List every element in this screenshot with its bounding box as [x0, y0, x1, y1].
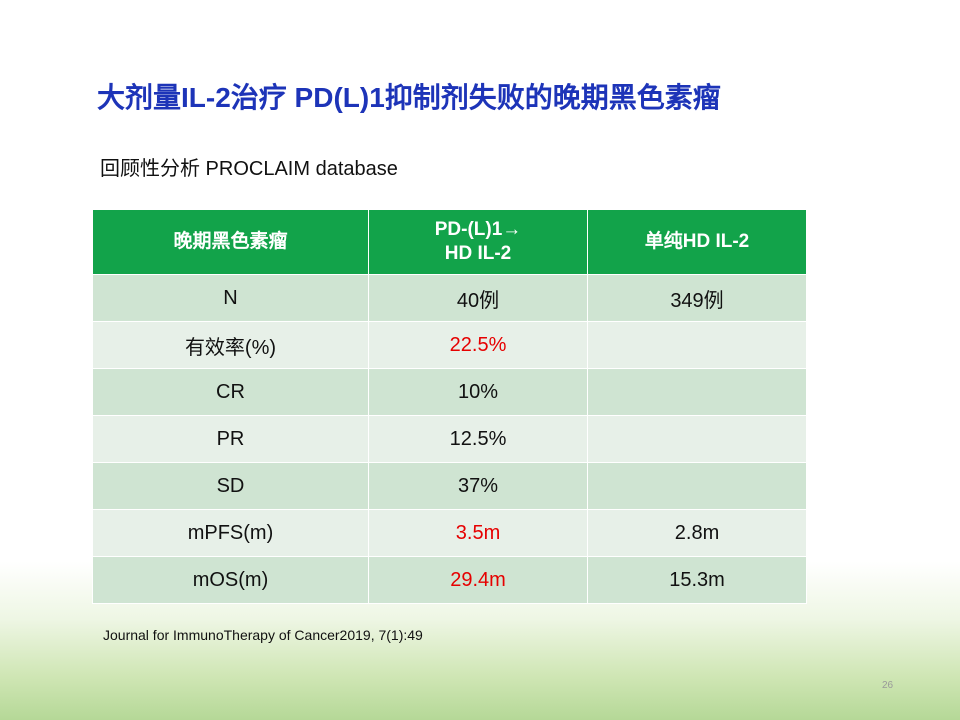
table-cell: 2.8m: [587, 509, 807, 557]
table-cell: 349例: [587, 274, 807, 322]
table-row: mOS(m) 29.4m 15.3m: [92, 556, 807, 604]
table-cell: PR: [92, 415, 369, 463]
table-cell: N: [92, 274, 369, 322]
table-cell: 15.3m: [587, 556, 807, 604]
header-cell: PD-(L)1→ HD IL-2: [368, 209, 588, 275]
table-row: mPFS(m) 3.5m 2.8m: [92, 509, 807, 557]
table-cell: mPFS(m): [92, 509, 369, 557]
table-cell: [587, 321, 807, 369]
header-cell: 晚期黑色素瘤: [92, 209, 369, 275]
table-cell: 37%: [368, 462, 588, 510]
table-cell: 22.5%: [368, 321, 588, 369]
table-cell: 3.5m: [368, 509, 588, 557]
data-table: 晚期黑色素瘤 PD-(L)1→ HD IL-2 单纯HD IL-2 N 40例 349例…: [92, 209, 807, 604]
table-cell: 29.4m: [368, 556, 588, 604]
table-row: 有效率(%) 22.5%: [92, 321, 807, 369]
table-cell: 10%: [368, 368, 588, 416]
table-cell: CR: [92, 368, 369, 416]
table-cell: [587, 415, 807, 463]
table-body: N 40例 349例 有效率(%) 22.5% CR 10% PR 12.5% SD 37% mPFS…: [92, 274, 807, 604]
table-row: PR 12.5%: [92, 415, 807, 463]
table-row: SD 37%: [92, 462, 807, 510]
table-cell: [587, 462, 807, 510]
table-cell: 有效率(%): [92, 321, 369, 369]
table-cell: mOS(m): [92, 556, 369, 604]
table-cell: 12.5%: [368, 415, 588, 463]
table-cell: [587, 368, 807, 416]
header-row: 晚期黑色素瘤 PD-(L)1→ HD IL-2 单纯HD IL-2: [92, 209, 807, 275]
reference: Journal for ImmunoTherapy of Cancer2019,…: [103, 627, 423, 643]
table-cell: 40例: [368, 274, 588, 322]
table-row: N 40例 349例: [92, 274, 807, 322]
page-number: 26: [882, 680, 894, 691]
subtitle: 回顾性分析 PROCLAIM database: [100, 158, 398, 180]
header-cell: 单纯HD IL-2: [587, 209, 807, 275]
title: 大剂量IL-2治疗 PD(L)1抑制剂失败的晚期黑色素瘤: [97, 82, 721, 113]
table-cell: SD: [92, 462, 369, 510]
table-row: CR 10%: [92, 368, 807, 416]
